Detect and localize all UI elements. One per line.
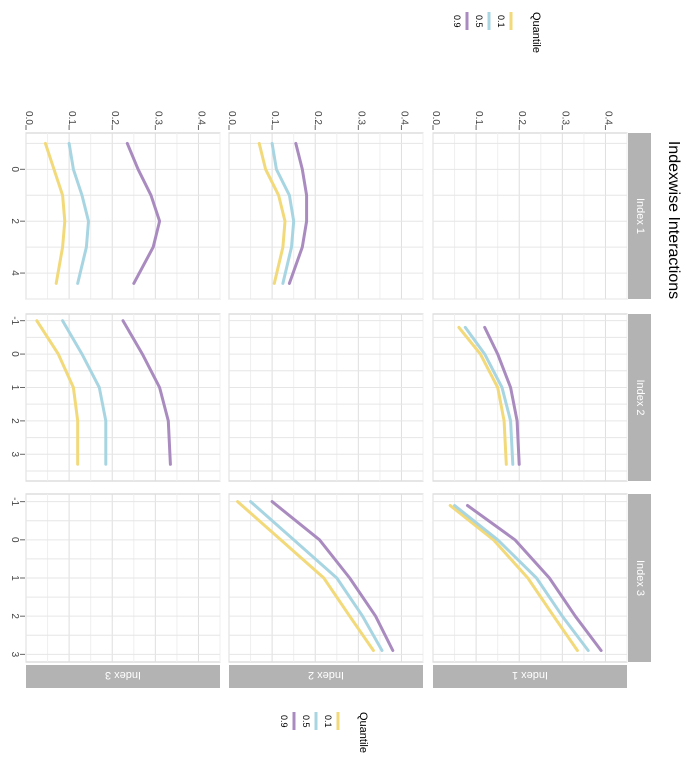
row-strip bbox=[433, 665, 627, 688]
panel-background bbox=[25, 313, 221, 482]
series-line bbox=[249, 500, 384, 652]
series-line bbox=[270, 141, 296, 285]
panel-background bbox=[228, 132, 424, 300]
series-line bbox=[43, 141, 67, 285]
series-line bbox=[67, 141, 90, 285]
legend-label: 0.9 bbox=[452, 15, 462, 28]
series-line bbox=[463, 325, 515, 466]
series-line bbox=[270, 500, 395, 652]
panel-background bbox=[25, 132, 221, 300]
y-tick-label: 0.4 bbox=[195, 111, 206, 125]
x-tick-label: 3 bbox=[9, 451, 20, 457]
row-strip-label: Index 3 bbox=[105, 669, 141, 681]
y-tick-label: 0.3 bbox=[559, 111, 570, 125]
row-strip-label: Index 1 bbox=[512, 669, 548, 681]
y-tick-label: 0.2 bbox=[312, 111, 323, 125]
y-tick-label: 0.2 bbox=[109, 111, 120, 125]
series-line bbox=[287, 141, 309, 285]
x-tick-label: 3 bbox=[9, 652, 20, 658]
facet-panel bbox=[228, 132, 424, 300]
y-tick-label: 0.0 bbox=[226, 111, 237, 125]
series-line bbox=[35, 319, 80, 466]
legend-label: 0.5 bbox=[301, 715, 311, 728]
row-strip bbox=[229, 665, 423, 688]
legend-label: 0.5 bbox=[474, 15, 484, 28]
series-line bbox=[121, 319, 172, 466]
y-tick-label: 0.4 bbox=[602, 111, 613, 125]
facet-panel bbox=[432, 132, 628, 300]
panel-background bbox=[228, 313, 424, 482]
x-tick-label: 2 bbox=[9, 418, 20, 424]
legend-label: 0.9 bbox=[279, 715, 289, 728]
panel-background bbox=[432, 313, 628, 482]
legend-label: 0.1 bbox=[496, 15, 506, 28]
x-tick-label: -1 bbox=[9, 497, 20, 506]
row-strip-label: Index 2 bbox=[308, 669, 344, 681]
col-strip-label: Index 1 bbox=[634, 198, 646, 234]
col-strip bbox=[628, 494, 651, 662]
x-tick-label: -1 bbox=[9, 316, 20, 325]
facet-grid: Index 1 Index 2 Index 3 Index 1 Index 2 Index… bbox=[9, 111, 651, 688]
y-tick-label: 0.0 bbox=[430, 111, 441, 125]
y-tick-label: 0.3 bbox=[152, 111, 163, 125]
facet-panel bbox=[25, 313, 221, 482]
x-tick-label: 1 bbox=[9, 575, 20, 581]
legend-title: Quantile bbox=[357, 712, 369, 753]
series-line bbox=[236, 500, 375, 652]
y-tick-label: 0.1 bbox=[269, 111, 280, 125]
series-line bbox=[125, 141, 162, 285]
facet-panel bbox=[25, 493, 221, 663]
legend-label: 0.1 bbox=[323, 715, 333, 728]
x-tick-label: 0 bbox=[9, 351, 20, 357]
series-line bbox=[457, 325, 508, 466]
y-tick-label: 0.1 bbox=[66, 111, 77, 125]
facet-panel bbox=[432, 313, 628, 482]
x-tick-label: 0 bbox=[9, 537, 20, 543]
series-line bbox=[466, 504, 603, 652]
y-tick-label: 0.4 bbox=[398, 111, 409, 125]
facet-panel bbox=[25, 132, 221, 300]
x-tick-label: 4 bbox=[9, 270, 20, 276]
col-strip-label: Index 2 bbox=[634, 379, 646, 415]
facet-panel bbox=[228, 313, 424, 482]
series-line bbox=[453, 504, 590, 652]
legend-top: Quantile 0.1 0.5 0.9 bbox=[452, 12, 542, 53]
x-tick-label: 1 bbox=[9, 385, 20, 391]
series-line bbox=[448, 504, 579, 652]
facet-panel bbox=[432, 493, 628, 663]
row-strip bbox=[26, 665, 220, 688]
y-tick-label: 0.3 bbox=[355, 111, 366, 125]
col-strip-label: Index 3 bbox=[634, 560, 646, 596]
panel-background bbox=[432, 132, 628, 300]
legend-title: Quantile bbox=[530, 12, 542, 53]
x-tick-label: 2 bbox=[9, 613, 20, 619]
col-strip bbox=[628, 314, 651, 481]
y-tick-label: 0.1 bbox=[473, 111, 484, 125]
series-line bbox=[61, 319, 108, 466]
y-tick-label: 0.0 bbox=[23, 111, 34, 125]
series-line bbox=[483, 325, 521, 466]
chart-title: Indexwise Interactions bbox=[665, 141, 682, 299]
y-tick-label: 0.2 bbox=[516, 111, 527, 125]
x-tick-label: 2 bbox=[9, 218, 20, 224]
series-line bbox=[257, 141, 287, 285]
x-tick-label: 0 bbox=[9, 167, 20, 173]
col-strip bbox=[628, 133, 651, 299]
legend-bottom: Quantile 0.1 0.5 0.9 bbox=[279, 712, 369, 753]
